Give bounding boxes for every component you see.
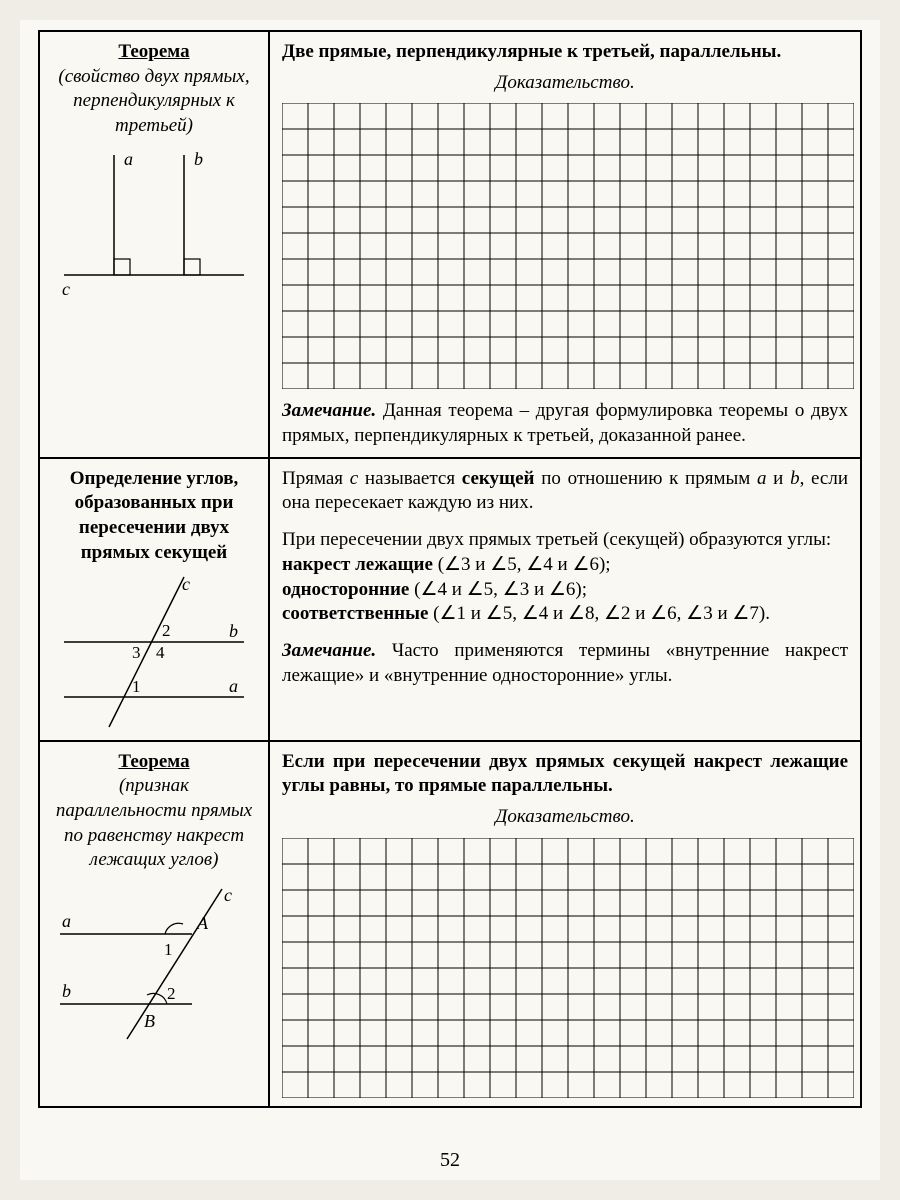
row1-proof-grid bbox=[282, 103, 854, 389]
row3-diagram: c a b A B 1 2 bbox=[52, 879, 262, 1049]
row2-line1: накрест лежащие (∠3 и ∠5, ∠4 и ∠6); bbox=[282, 553, 848, 578]
row1-diagram: a b c bbox=[54, 145, 254, 305]
label-A: A bbox=[196, 913, 209, 933]
row1-proof-label: Доказательство. bbox=[282, 71, 848, 96]
row2-l2-kw: односторонние bbox=[282, 579, 409, 600]
row2-definition-title: Определение углов, образован­ных при пер… bbox=[52, 467, 256, 566]
content-table: Теорема (свойство двух прямых, перпен­ди… bbox=[38, 30, 862, 1108]
label-b: b bbox=[229, 621, 238, 641]
row1-statement: Две прямые, перпендикулярные к третьей, … bbox=[282, 40, 848, 65]
label-c: c bbox=[224, 885, 232, 905]
row3-left-cell: Теорема (признак параллельности прямых п… bbox=[39, 741, 269, 1107]
row1-note-lead: Замечание. bbox=[282, 400, 376, 421]
row2-p1-kw: секущей bbox=[462, 468, 535, 489]
label-4: 4 bbox=[156, 643, 165, 662]
label-B: B bbox=[144, 1011, 155, 1031]
row1-note: Замечание. Данная теорема – другая форму… bbox=[282, 399, 848, 448]
label-c: c bbox=[62, 279, 70, 299]
row2-p1-b: b bbox=[790, 468, 800, 489]
row3-proof-grid bbox=[282, 838, 854, 1098]
label-1: 1 bbox=[132, 677, 141, 696]
label-1: 1 bbox=[164, 940, 173, 959]
row1-left-cell: Теорема (свойство двух прямых, перпен­ди… bbox=[39, 31, 269, 458]
label-2: 2 bbox=[162, 621, 171, 640]
label-a: a bbox=[124, 149, 133, 169]
label-2: 2 bbox=[167, 984, 176, 1003]
row3-right-cell: Если при пересечении двух прямых секущей… bbox=[269, 741, 861, 1107]
row2-right-cell: Прямая c называется секущей по отношению… bbox=[269, 458, 861, 741]
row2-p1-post: по отношению к пря­мым bbox=[534, 468, 756, 489]
row2-line2: односторонние (∠4 и ∠5, ∠3 и ∠6); bbox=[282, 578, 848, 603]
row3-proof-label: Доказательство. bbox=[282, 805, 848, 830]
row2-p1-mid: называется bbox=[358, 468, 462, 489]
row2-p1: Прямая c называется секущей по отношению… bbox=[282, 467, 848, 516]
row2-l2-rest: (∠4 и ∠5, ∠3 и ∠6); bbox=[409, 579, 587, 600]
label-a: a bbox=[62, 911, 71, 931]
row2-l3-rest: (∠1 и ∠5, ∠4 и ∠8, ∠2 и ∠6, ∠3 и ∠7). bbox=[428, 603, 770, 624]
row2-p1-pre: Прямая bbox=[282, 468, 350, 489]
row1-theorem-title: Теорема bbox=[52, 40, 256, 65]
row2-left-cell: Определение углов, образован­ных при пер… bbox=[39, 458, 269, 741]
row2-p1-and: и bbox=[766, 468, 790, 489]
row3-theorem-subtitle: (признак параллельности прямых по равен­… bbox=[56, 775, 252, 870]
row2-p1-c: c bbox=[350, 468, 358, 489]
row1-theorem-subtitle: (свойство двух прямых, перпен­дикулярных… bbox=[58, 66, 249, 136]
label-b: b bbox=[62, 981, 71, 1001]
label-3: 3 bbox=[132, 643, 141, 662]
row2-l1-rest: (∠3 и ∠5, ∠4 и ∠6); bbox=[433, 554, 611, 575]
row2-note: Замечание. Часто применяются термины «вн… bbox=[282, 639, 848, 688]
row2-p2: При пересечении двух прямых третьей (сек… bbox=[282, 528, 848, 553]
textbook-page: Теорема (свойство двух прямых, перпен­ди… bbox=[20, 20, 880, 1180]
label-a: a bbox=[229, 676, 238, 696]
page-number: 52 bbox=[20, 1149, 880, 1172]
label-c: c bbox=[182, 574, 190, 594]
label-b: b bbox=[194, 149, 203, 169]
row2-l3-kw: соответственные bbox=[282, 603, 428, 624]
row3-statement: Если при пересечении двух прямых секущей… bbox=[282, 750, 848, 799]
row3-theorem-title: Теорема bbox=[52, 750, 256, 775]
row2-line3: соответственные (∠1 и ∠5, ∠4 и ∠8, ∠2 и … bbox=[282, 602, 848, 627]
row1-right-cell: Две прямые, перпендикулярные к третьей, … bbox=[269, 31, 861, 458]
row2-diagram: c b a 2 3 4 1 bbox=[54, 572, 254, 732]
row2-l1-kw: накрест лежащие bbox=[282, 554, 433, 575]
row2-note-lead: Замечание. bbox=[282, 640, 376, 661]
